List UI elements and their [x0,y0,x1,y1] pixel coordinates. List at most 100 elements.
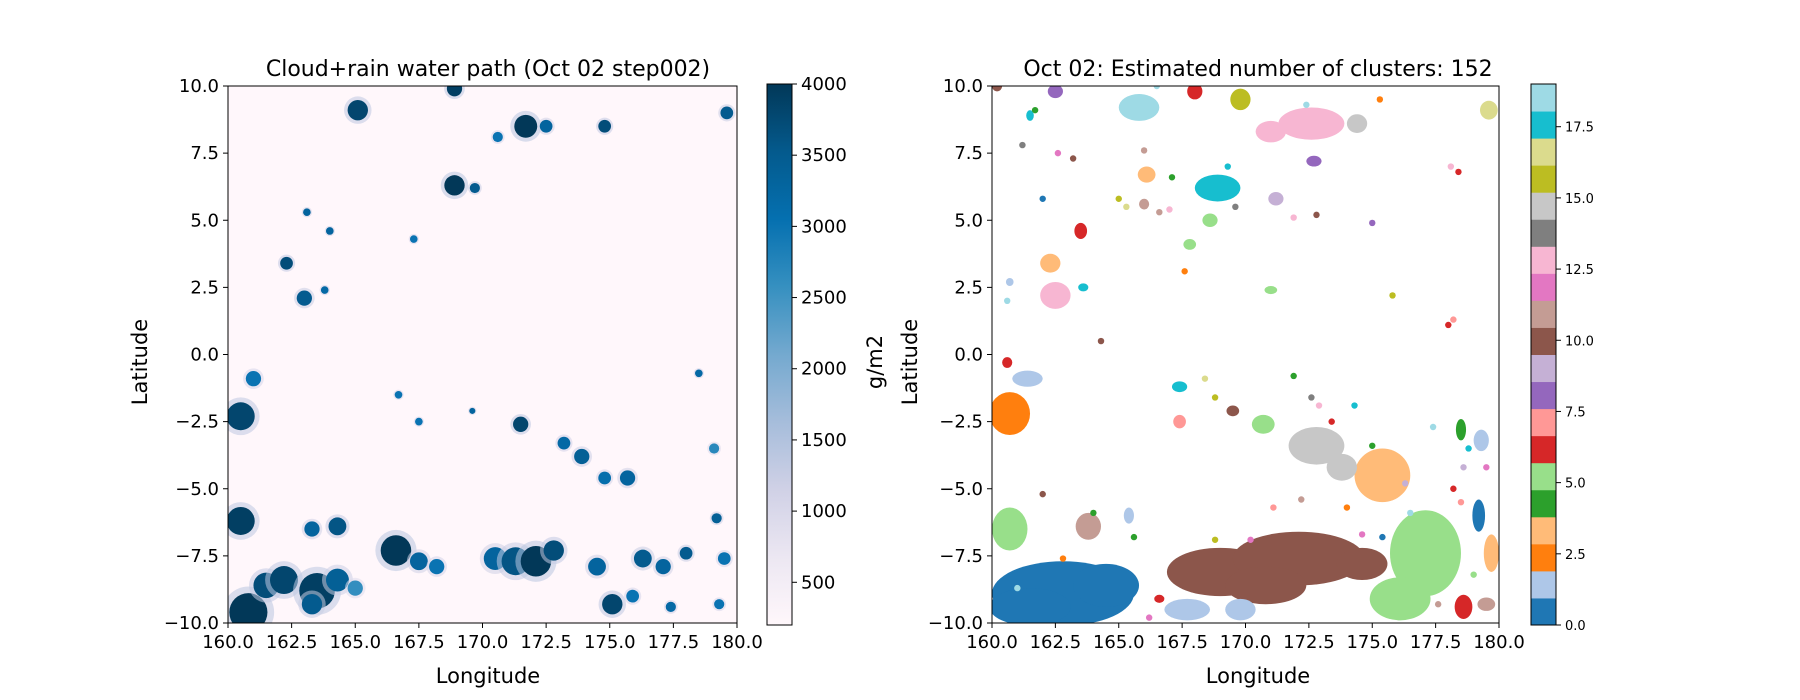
cluster-point [1166,206,1173,213]
water-path-cell [328,517,347,536]
cluster-point [1130,533,1138,541]
cluster-point [1247,536,1254,543]
y-tick-label: 5.0 [954,210,983,231]
cluster-points [1455,418,1467,441]
water-path-cell [280,256,293,270]
cluster-points [1278,107,1345,140]
colorbar-segment [1531,327,1556,355]
water-path-cell [714,599,725,610]
cluster-point [1290,372,1297,380]
cluster-point [1211,536,1219,543]
colorbar-segment [1531,300,1556,328]
left-chart-title: Cloud+rain water path (Oct 02 step002) [266,57,710,82]
colorbar-segment [1531,489,1556,518]
cluster-points [1202,213,1218,227]
colorbar-segment [1531,111,1556,139]
water-path-cell [492,131,503,143]
cluster-point [1232,203,1239,211]
x-tick-label: 165.0 [329,632,381,653]
colorbar-segment [1531,381,1556,410]
cluster-points [1026,110,1034,121]
y-tick-label: 10.0 [179,76,219,97]
cluster-point [1455,168,1462,176]
y-tick-label: −10.0 [164,613,219,634]
colorbar-tick-label: 0.0 [1565,619,1586,634]
water-path-cell [301,594,323,615]
x-tick-label: 175.0 [1346,632,1398,653]
water-path-cell [325,227,334,235]
cluster-point [1343,504,1351,511]
x-tick-label: 165.0 [1093,632,1145,653]
cluster-points [1078,283,1089,292]
water-path-cell [513,416,529,432]
cluster-point [1290,214,1297,221]
left-y-axis-label: Latitude [128,319,152,405]
water-path-cell [415,417,423,426]
cluster-point [1054,149,1062,157]
cluster-points [1118,94,1160,121]
colorbar-tick-label: 5.0 [1565,477,1586,492]
water-path-cell [303,208,311,217]
cluster-points [1473,429,1489,452]
cluster-point [1358,531,1366,538]
water-path-cell [446,86,463,97]
cluster-point [1445,321,1452,329]
water-path-cell [228,506,255,535]
right-x-axis: 160.0 162.5 165.0 167.5 170.0 172.5 175.0 177.5… [966,623,1525,653]
cluster-point [1014,584,1021,592]
cluster-points [1040,253,1061,273]
x-tick-label: 170.0 [1220,632,1272,653]
y-tick-label: 7.5 [190,143,219,164]
right-panel: Oct 02: Estimated number of clusters: 15… [898,57,1525,688]
cluster-points [1230,88,1251,111]
cluster-points [1047,86,1063,99]
cluster-point [1315,402,1323,409]
cluster-point [1090,509,1097,517]
cluster-point [1402,480,1409,487]
colorbar-tick-label: 2000 [801,359,847,380]
x-tick-label: 172.5 [520,632,572,653]
y-tick-label: 0.0 [954,345,983,366]
cluster-points [992,392,1031,436]
water-path-cell [655,558,671,575]
water-path-cell [709,443,720,454]
colorbar-segment [1531,435,1556,464]
cluster-points [1483,534,1499,572]
left-panel: Cloud+rain water path (Oct 02 step002) 1… [128,57,763,688]
water-path-cell [598,119,612,133]
x-tick-label: 160.0 [202,632,254,653]
colorbar-tick-label: 7.5 [1565,405,1586,420]
right-y-axis: 10.0 7.5 5.0 2.5 0.0 −2.5 −5.0 −7.5 −10.0 [928,76,992,634]
cluster-points [1306,155,1322,167]
cluster-point [1211,394,1219,401]
y-tick-label: −5.0 [175,479,219,500]
cluster-point [1097,337,1105,345]
x-tick-label: 162.5 [1030,632,1082,653]
cluster-point [1407,509,1414,517]
cluster-point [1168,174,1176,181]
colorbar-tick-label: 1000 [801,501,847,522]
cluster-point [1004,297,1011,304]
colorbar-tick-label: 3500 [801,145,847,166]
cluster-points [1171,381,1188,393]
cluster-point [1145,614,1153,621]
cluster-points [1288,426,1345,465]
x-tick-label: 167.5 [1156,632,1208,653]
water-path-cell [394,390,403,399]
water-path-cell [380,535,412,566]
colorbar-tick-label: 15.0 [1565,192,1594,207]
y-tick-label: 7.5 [954,143,983,164]
cluster-point [1019,141,1026,149]
colorbar-tick-label: 4000 [801,74,847,95]
y-tick-label: 0.0 [190,345,219,366]
cluster-points [1326,453,1358,481]
cluster-points [1187,86,1203,100]
x-tick-label: 167.5 [393,632,445,653]
x-tick-label: 180.0 [711,632,763,653]
cluster-points [1154,594,1165,603]
cluster-point [1039,490,1046,498]
water-path-cell [469,182,480,194]
colorbar-segment [1531,516,1556,545]
x-tick-label: 177.5 [648,632,700,653]
colorbar-tick-label: 10.0 [1565,334,1594,349]
